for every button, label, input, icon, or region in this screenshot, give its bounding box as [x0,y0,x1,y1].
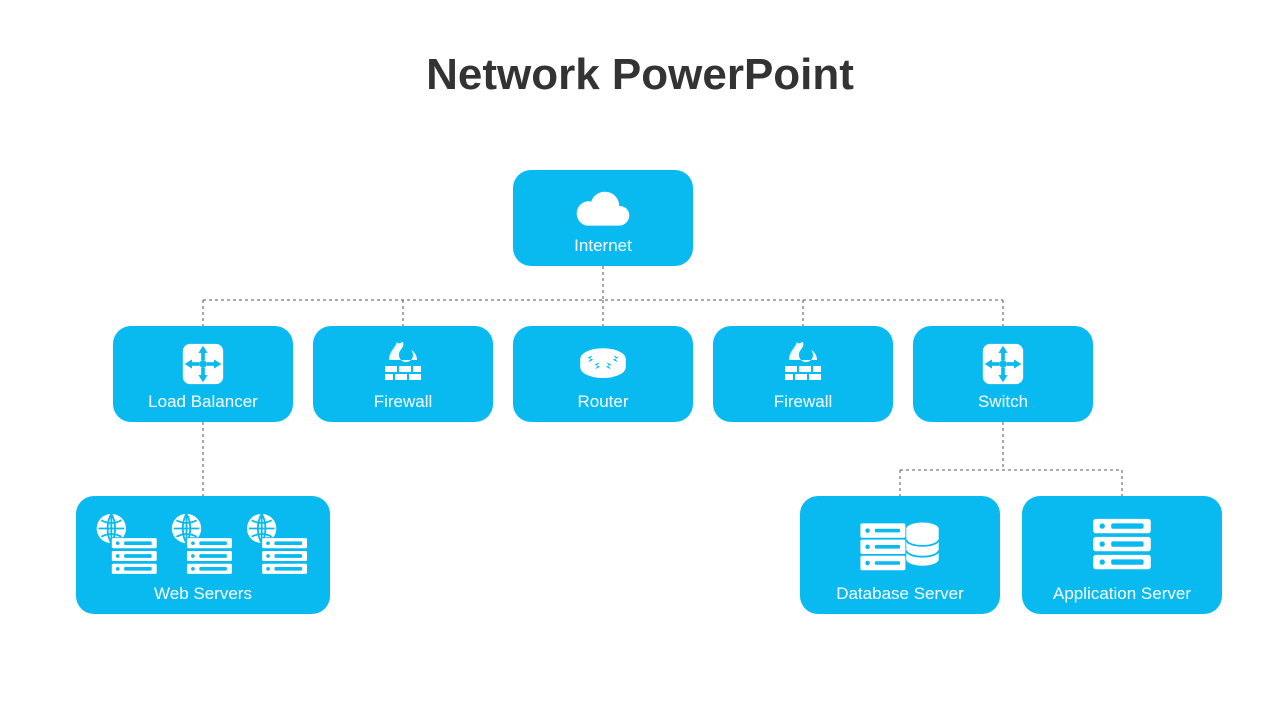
appserver-icon [1022,506,1222,584]
node-application-server: Application Server [1022,496,1222,614]
node-database-server: Database Server [800,496,1000,614]
switch-icon [913,336,1093,392]
firewall-icon [713,336,893,392]
node-label: Application Server [1022,584,1222,604]
node-label: Database Server [800,584,1000,604]
page-title: Network PowerPoint [0,50,1280,100]
node-label: Load Balancer [113,392,293,412]
node-label: Switch [913,392,1093,412]
node-label: Firewall [313,392,493,412]
node-internet: Internet [513,170,693,266]
cloud-icon [513,180,693,236]
webservers-icon [76,506,330,584]
node-load-balancer: Load Balancer [113,326,293,422]
node-router: Router [513,326,693,422]
dbserver-icon [800,506,1000,584]
node-switch: Switch [913,326,1093,422]
node-firewall-2: Firewall [713,326,893,422]
loadbalancer-icon [113,336,293,392]
node-label: Router [513,392,693,412]
firewall-icon [313,336,493,392]
node-web-servers: Web Servers [76,496,330,614]
node-label: Internet [513,236,693,256]
router-icon [513,336,693,392]
node-label: Firewall [713,392,893,412]
node-label: Web Servers [76,584,330,604]
node-firewall-1: Firewall [313,326,493,422]
